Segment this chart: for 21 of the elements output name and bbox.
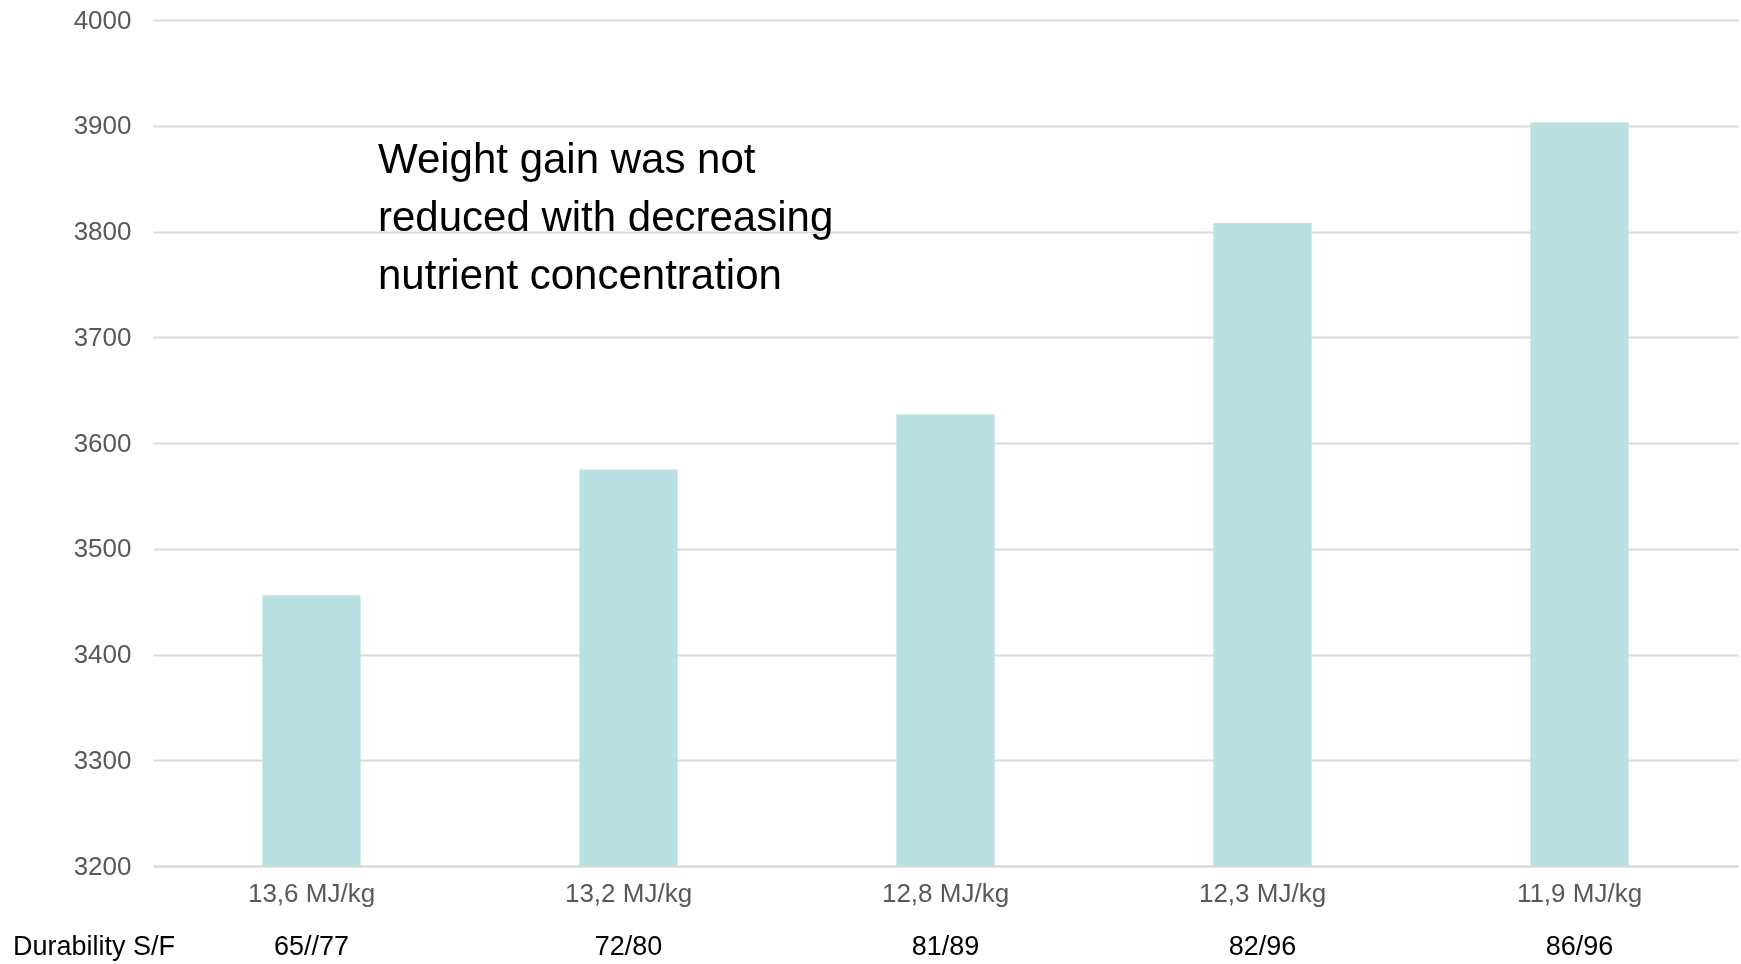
x-tick-label: 13,6 MJ/kg bbox=[247, 877, 376, 908]
text: 86/96 bbox=[1545, 931, 1614, 961]
text: 81/89 bbox=[911, 931, 980, 961]
text: 72/80 bbox=[594, 931, 663, 961]
y-tick-label: 3200 bbox=[73, 850, 132, 881]
y-tick-label: 3400 bbox=[73, 639, 132, 669]
y-tick-label: 3500 bbox=[73, 533, 132, 564]
text: 82/96 bbox=[1228, 931, 1297, 961]
annotation: Weight gain was not reduced with decreasing nutrient concentration bbox=[378, 134, 835, 300]
y-tick-label: 3300 bbox=[73, 744, 132, 775]
x-tick-label: 11,9 MJ/kg bbox=[1516, 877, 1643, 908]
y-tick-label: 3900 bbox=[73, 110, 132, 141]
x-tick-label: 12,8 MJ/kg bbox=[881, 877, 1010, 908]
x-tick-label: 12,3 MJ/kg bbox=[1198, 877, 1327, 908]
y-tick-label: 4000 bbox=[73, 4, 132, 35]
text: Durability S/F bbox=[13, 931, 176, 961]
x-tick-label: 13,2 MJ/kg bbox=[564, 877, 693, 908]
y-tick-label: 3600 bbox=[73, 427, 132, 458]
text: 65//77 bbox=[273, 931, 350, 961]
y-tick-label: 3800 bbox=[73, 216, 132, 246]
y-tick-label: 3700 bbox=[73, 321, 132, 352]
